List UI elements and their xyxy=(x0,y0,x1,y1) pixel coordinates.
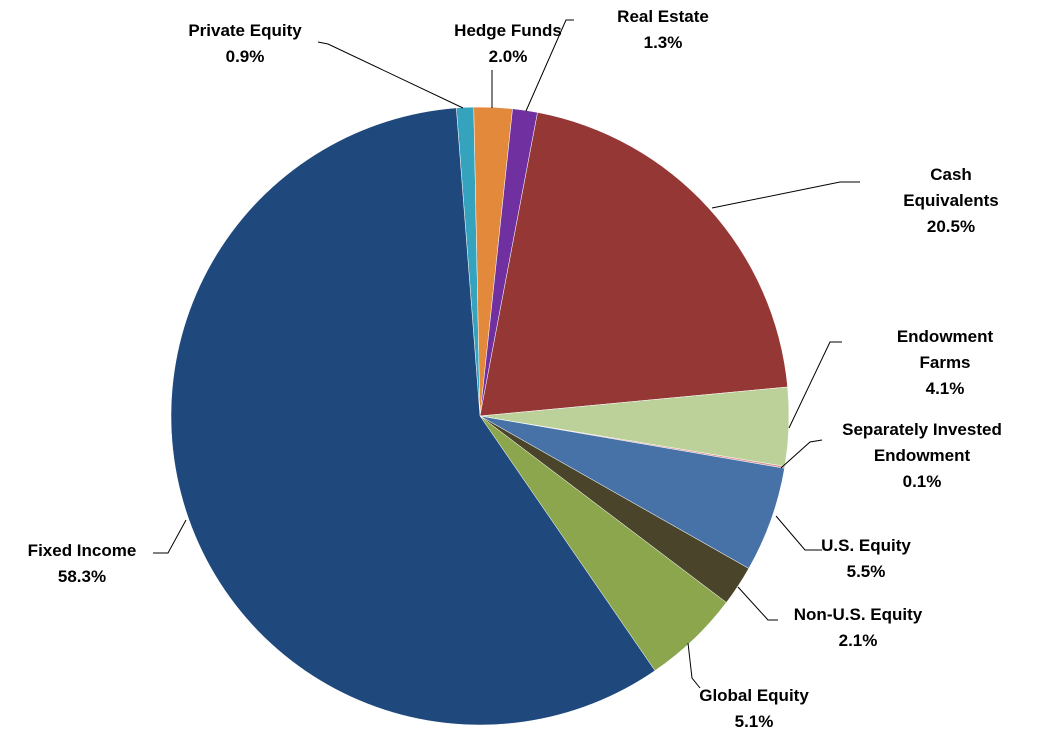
label-value: 2.1% xyxy=(838,631,878,650)
label-value: 1.3% xyxy=(643,33,683,52)
leader-line xyxy=(780,439,823,469)
pie-slice xyxy=(170,107,656,726)
label-name: Private Equity xyxy=(188,21,302,40)
leader-lines xyxy=(153,19,860,689)
label-name: Real Estate xyxy=(617,7,709,26)
label-value: 0.9% xyxy=(225,47,265,66)
slice-label: Fixed Income 58.3% xyxy=(28,538,137,590)
label-name: Non-U.S. Equity xyxy=(793,605,923,624)
label-name: Fixed Income xyxy=(27,541,137,560)
leader-line xyxy=(153,519,187,554)
pie xyxy=(170,106,790,726)
leader-line xyxy=(788,341,842,429)
label-value: 20.5% xyxy=(926,217,976,236)
label-name: Global Equity xyxy=(699,686,809,705)
label-value: 4.1% xyxy=(925,379,965,398)
leader-line xyxy=(525,19,574,112)
pie-slice xyxy=(479,112,788,417)
label-name: Separately Invested Endowment xyxy=(842,420,1002,465)
slice-label: U.S. Equity 5.5% xyxy=(821,533,911,585)
leader-line xyxy=(711,181,860,209)
label-name: Cash Equivalents xyxy=(903,165,999,210)
slice-label: Endowment Farms 4.1% xyxy=(895,324,995,402)
slice-label: Global Equity 5.1% xyxy=(699,683,809,735)
label-value: 5.5% xyxy=(846,562,886,581)
leader-line xyxy=(317,41,464,109)
label-value: 5.1% xyxy=(734,712,774,731)
label-value: 58.3% xyxy=(57,567,107,586)
leader-line xyxy=(775,515,822,551)
leader-line xyxy=(687,642,701,689)
slice-label: Cash Equivalents 20.5% xyxy=(903,162,998,240)
slice-label: Hedge Funds 2.0% xyxy=(454,18,562,70)
slice-label: Real Estate 1.3% xyxy=(617,4,709,56)
label-name: Endowment Farms xyxy=(896,327,994,372)
slice-label: Private Equity 0.9% xyxy=(188,18,301,70)
slice-label: Non-U.S. Equity 2.1% xyxy=(794,602,922,654)
label-value: 2.0% xyxy=(488,47,528,66)
leader-line xyxy=(737,586,778,621)
slice-label: Separately Invested Endowment 0.1% xyxy=(817,417,1027,495)
label-name: U.S. Equity xyxy=(821,536,911,555)
label-name: Hedge Funds xyxy=(454,21,562,40)
label-value: 0.1% xyxy=(902,472,942,491)
